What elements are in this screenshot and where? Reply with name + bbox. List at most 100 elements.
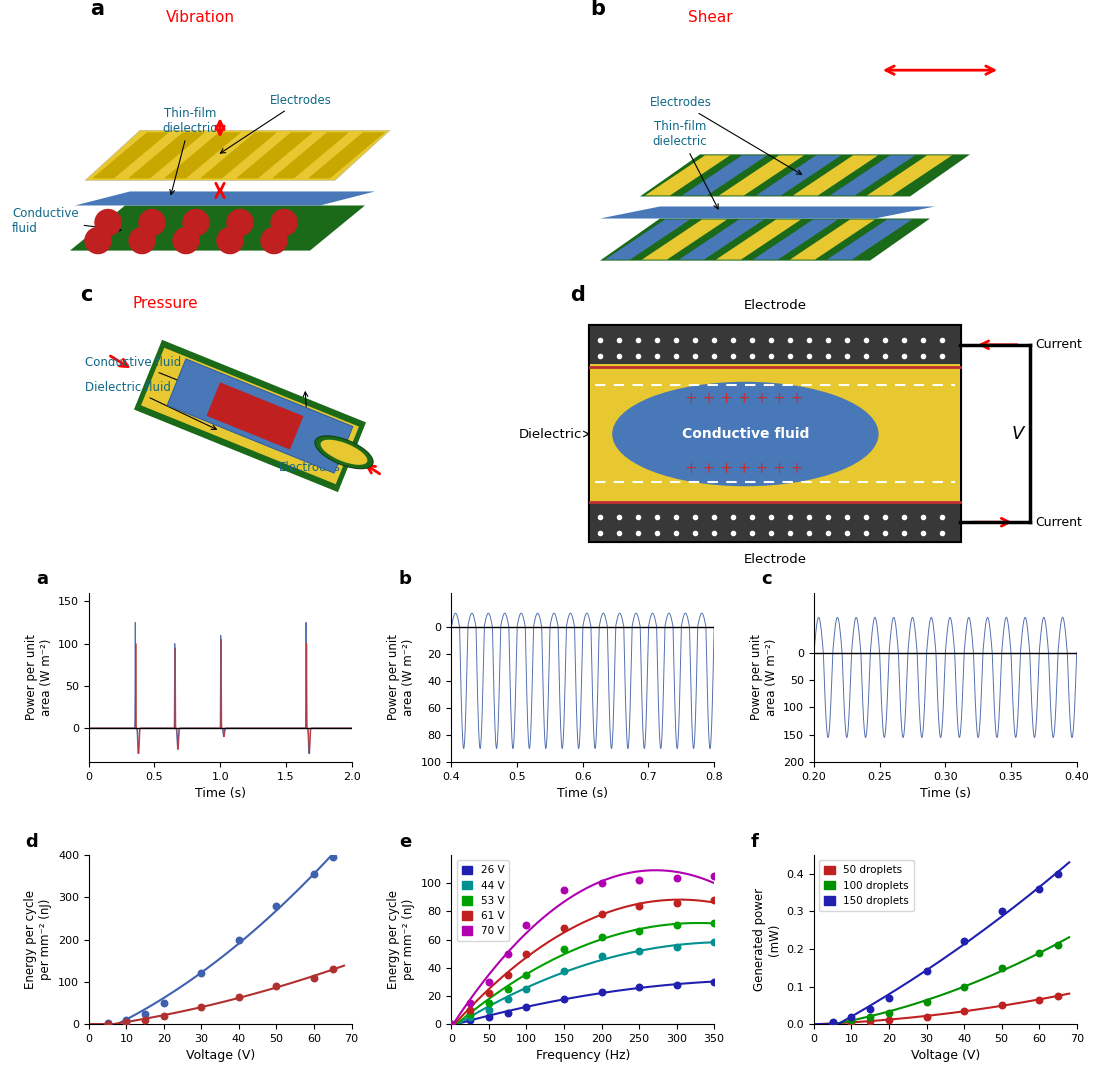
Bar: [591, 326, 960, 541]
Point: [498, 945, 516, 963]
Text: + + + + + + +: + + + + + + +: [685, 391, 804, 406]
Legend: 50 droplets, 100 droplets, 150 droplets: 50 droplets, 100 droplets, 150 droplets: [819, 860, 915, 911]
Point: [517, 966, 535, 983]
Text: c: c: [761, 570, 773, 589]
Point: [705, 892, 723, 909]
Ellipse shape: [315, 436, 373, 469]
Point: [230, 989, 248, 1006]
Circle shape: [271, 209, 297, 236]
Bar: [591, 503, 960, 541]
Circle shape: [183, 209, 209, 236]
Point: [555, 941, 573, 958]
Polygon shape: [605, 220, 690, 260]
Point: [992, 959, 1010, 977]
Point: [824, 1014, 841, 1032]
Point: [555, 990, 573, 1007]
Polygon shape: [679, 220, 764, 260]
Point: [630, 897, 648, 914]
Bar: [591, 364, 960, 503]
Y-axis label: Power per unit
area (W m⁻²): Power per unit area (W m⁻²): [387, 635, 415, 720]
Point: [268, 897, 285, 914]
Point: [918, 1008, 936, 1025]
Point: [480, 1008, 497, 1025]
Point: [268, 978, 285, 995]
Point: [842, 1012, 860, 1029]
Point: [918, 963, 936, 980]
Polygon shape: [642, 220, 727, 260]
Legend: 26 V, 44 V, 53 V, 61 V, 70 V: 26 V, 44 V, 53 V, 61 V, 70 V: [456, 860, 509, 941]
Text: Thin-film
dielectric: Thin-film dielectric: [163, 108, 218, 194]
Text: a: a: [90, 0, 104, 19]
Text: V: V: [1012, 425, 1025, 443]
Polygon shape: [92, 133, 169, 179]
Text: Electrode: Electrode: [744, 299, 807, 312]
Point: [630, 979, 648, 996]
Point: [705, 914, 723, 931]
Point: [593, 948, 610, 965]
Point: [992, 902, 1010, 920]
Point: [842, 1009, 860, 1026]
Point: [668, 938, 686, 955]
Bar: [591, 326, 960, 364]
Point: [137, 1011, 154, 1028]
Text: Current: Current: [1035, 338, 1082, 351]
Text: b: b: [591, 0, 605, 19]
Point: [480, 1001, 497, 1019]
Text: Vibration: Vibration: [165, 10, 234, 25]
Point: [443, 1015, 461, 1033]
Polygon shape: [640, 154, 970, 196]
Text: Current: Current: [1035, 515, 1082, 528]
Point: [517, 945, 535, 963]
Point: [155, 994, 173, 1011]
Polygon shape: [206, 383, 303, 450]
Circle shape: [85, 227, 111, 253]
Polygon shape: [164, 133, 241, 179]
Point: [480, 994, 497, 1011]
Text: Conductive fluid: Conductive fluid: [682, 427, 809, 441]
Polygon shape: [128, 133, 205, 179]
Point: [992, 997, 1010, 1014]
Point: [462, 1008, 480, 1025]
Point: [705, 934, 723, 951]
Text: f: f: [750, 832, 759, 851]
Text: Dielectric fluid: Dielectric fluid: [85, 381, 216, 429]
Point: [705, 973, 723, 991]
Polygon shape: [134, 340, 366, 493]
Point: [137, 1005, 154, 1022]
Circle shape: [129, 227, 155, 253]
Point: [443, 1015, 461, 1033]
Polygon shape: [200, 133, 278, 179]
Point: [880, 1005, 898, 1022]
Text: Conductive
fluid: Conductive fluid: [12, 207, 121, 235]
Circle shape: [95, 209, 121, 236]
Polygon shape: [75, 192, 375, 206]
Point: [555, 882, 573, 899]
Circle shape: [216, 227, 243, 253]
Polygon shape: [272, 133, 349, 179]
Point: [593, 983, 610, 1000]
Polygon shape: [307, 133, 385, 179]
Point: [705, 868, 723, 885]
Polygon shape: [867, 155, 952, 195]
Text: b: b: [398, 570, 412, 589]
Point: [118, 1011, 135, 1028]
Point: [956, 932, 973, 950]
Point: [517, 998, 535, 1015]
Point: [630, 923, 648, 940]
Circle shape: [173, 227, 199, 253]
Text: Pressure: Pressure: [132, 295, 198, 310]
Polygon shape: [236, 133, 313, 179]
Point: [861, 1008, 879, 1025]
Point: [462, 1006, 480, 1023]
Text: a: a: [37, 570, 48, 589]
Point: [462, 1011, 480, 1028]
Y-axis label: Generated power
(mW): Generated power (mW): [753, 888, 781, 991]
Polygon shape: [70, 206, 365, 250]
Point: [324, 848, 342, 866]
Text: + + + + + + +: + + + + + + +: [685, 461, 804, 475]
Point: [480, 973, 497, 991]
Circle shape: [139, 209, 165, 236]
Point: [630, 872, 648, 889]
Point: [880, 990, 898, 1007]
Point: [824, 1014, 841, 1032]
